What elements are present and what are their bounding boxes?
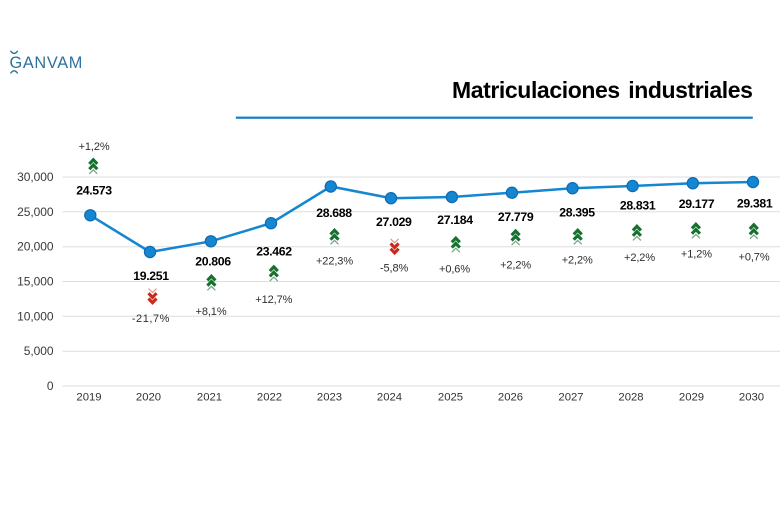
- svg-text:15,000: 15,000: [17, 275, 54, 289]
- svg-text:+8,1%: +8,1%: [196, 306, 227, 318]
- svg-text:2028: 2028: [618, 392, 643, 404]
- svg-text:+2,2%: +2,2%: [500, 260, 531, 272]
- svg-text:2026: 2026: [498, 392, 523, 404]
- svg-text:29.381: 29.381: [737, 197, 773, 211]
- svg-text:+1,2%: +1,2%: [681, 248, 712, 260]
- svg-text:Matriculaciones industriales: Matriculaciones industriales: [452, 77, 753, 103]
- svg-text:28.395: 28.395: [559, 206, 595, 220]
- svg-text:25,000: 25,000: [17, 205, 54, 219]
- svg-text:2024: 2024: [377, 392, 402, 404]
- svg-text:+0,7%: +0,7%: [739, 252, 770, 264]
- svg-text:-21,7%: -21,7%: [132, 313, 170, 325]
- svg-text:+1,2%: +1,2%: [79, 141, 110, 153]
- svg-text:0: 0: [47, 379, 54, 393]
- svg-text:27.184: 27.184: [437, 213, 473, 227]
- svg-text:+22,3%: +22,3%: [316, 256, 353, 268]
- svg-text:2021: 2021: [197, 392, 222, 404]
- svg-text:2030: 2030: [739, 392, 764, 404]
- svg-text:2027: 2027: [558, 392, 583, 404]
- svg-text:27.779: 27.779: [498, 210, 534, 224]
- svg-text:10,000: 10,000: [17, 309, 54, 323]
- svg-text:20.806: 20.806: [195, 254, 231, 268]
- svg-text:27.029: 27.029: [376, 215, 412, 229]
- svg-text:2023: 2023: [317, 392, 342, 404]
- svg-text:29.177: 29.177: [679, 197, 715, 211]
- svg-text:28.831: 28.831: [620, 198, 656, 212]
- svg-text:30,000: 30,000: [17, 170, 54, 184]
- svg-text:2022: 2022: [257, 392, 282, 404]
- svg-text:5,000: 5,000: [24, 344, 54, 358]
- svg-text:+2,2%: +2,2%: [562, 254, 593, 266]
- svg-text:28.688: 28.688: [316, 206, 352, 220]
- svg-text:2025: 2025: [438, 392, 463, 404]
- svg-text:2019: 2019: [76, 392, 101, 404]
- svg-text:+2,2%: +2,2%: [624, 252, 655, 264]
- svg-text:24.573: 24.573: [76, 183, 112, 197]
- svg-text:2029: 2029: [679, 392, 704, 404]
- svg-text:+12,7%: +12,7%: [255, 294, 292, 306]
- svg-text:19.251: 19.251: [133, 269, 169, 283]
- svg-text:23.462: 23.462: [256, 244, 292, 258]
- svg-text:+0,6%: +0,6%: [439, 263, 470, 275]
- svg-text:-5,8%: -5,8%: [380, 262, 409, 274]
- svg-text:GANVAM: GANVAM: [10, 54, 84, 72]
- svg-text:2020: 2020: [136, 392, 161, 404]
- svg-text:20,000: 20,000: [17, 240, 54, 254]
